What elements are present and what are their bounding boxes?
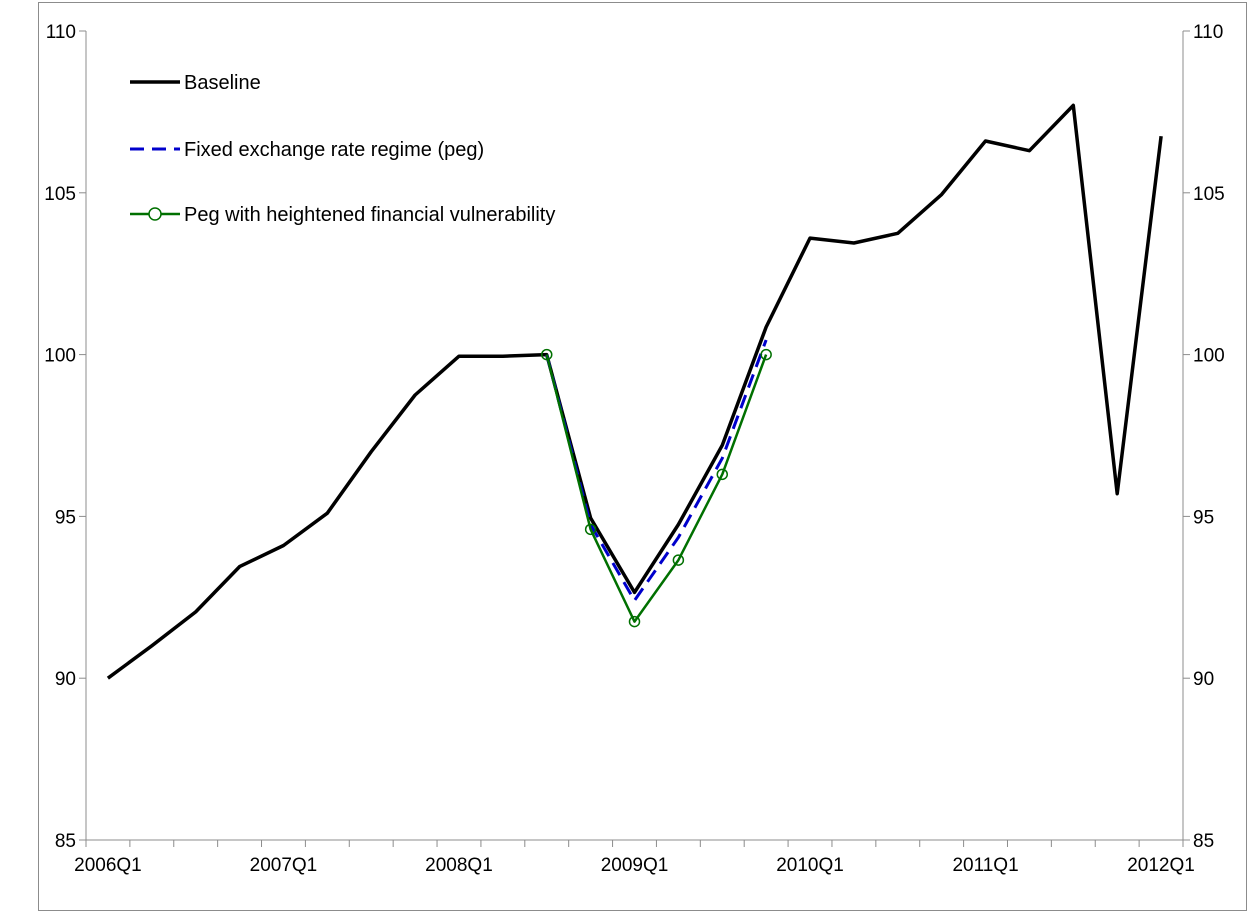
data-point-marker [760, 348, 772, 361]
series-line-peg-with-heightened-financial-vulnerability [545, 354, 768, 623]
legend-marker [148, 207, 162, 221]
x-tick-label: 2011Q1 [952, 855, 1018, 876]
y-tick-label-right: 90 [1193, 669, 1214, 690]
x-tick-label: 2007Q1 [250, 855, 318, 876]
chart-border [38, 2, 1247, 911]
legend-label-baseline: Baseline [184, 72, 261, 94]
y-tick-label-right: 95 [1193, 507, 1214, 528]
data-point-marker [584, 523, 597, 536]
y-tick-label-left: 100 [44, 346, 76, 367]
y-tick-label-right: 85 [1193, 831, 1214, 852]
series-line-baseline [106, 103, 1163, 680]
axes: 85 85 90 90 95 95 100 100 105 105 110 110 2006Q1 2007… [44, 22, 1224, 876]
y-tick-label-left: 110 [46, 22, 76, 43]
y-tick-label-left: 85 [55, 831, 76, 852]
legend: Baseline Fixed exchange rate regime (peg)… [130, 72, 555, 226]
x-tick-label: 2006Q1 [74, 855, 142, 876]
data-point-marker [540, 348, 553, 361]
y-tick-label-right: 105 [1193, 184, 1225, 205]
plot-area [106, 103, 1163, 680]
x-tick-label: 2008Q1 [425, 855, 493, 876]
data-point-marker [716, 468, 729, 481]
y-tick-label-left: 90 [55, 669, 76, 690]
y-tick-label-left: 105 [44, 184, 76, 205]
legend-label-fixed-exchange-rate-regime-peg: Fixed exchange rate regime (peg) [184, 139, 484, 161]
x-tick-label: 2010Q1 [776, 855, 844, 876]
y-tick-label-right: 100 [1193, 346, 1225, 367]
y-tick-label-left: 95 [55, 507, 76, 528]
series-line-fixed-exchange-rate-regime-peg [545, 339, 768, 602]
legend-label-peg-with-heightened-financial-vulnerability: Peg with heightened financial vulnerabil… [184, 204, 555, 226]
data-point-marker [672, 554, 685, 566]
x-tick-label: 2012Q1 [1127, 855, 1195, 876]
y-tick-label-right: 110 [1193, 22, 1223, 43]
x-tick-label: 2009Q1 [601, 855, 669, 876]
data-point-marker [628, 615, 641, 628]
